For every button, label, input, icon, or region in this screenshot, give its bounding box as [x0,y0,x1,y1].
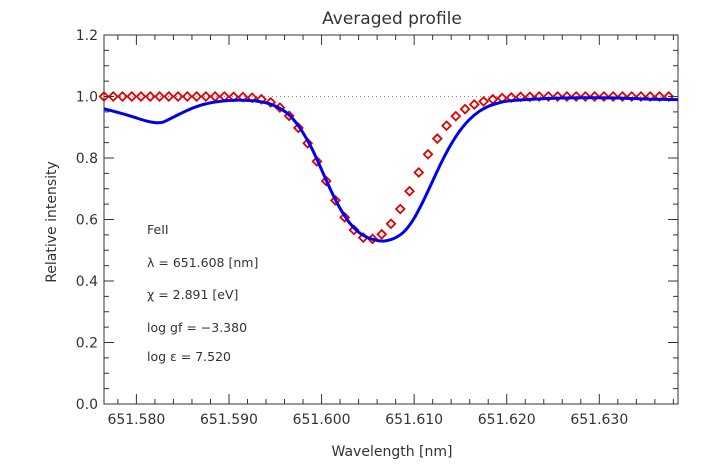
observed-point [413,166,425,178]
observed-point [385,218,397,230]
y-tick-label: 0.6 [76,213,98,229]
tick-labels: 651.580 651.590 651.600 651.610 651.620 651.6… [76,28,629,428]
observed-point [265,96,277,108]
synthetic-series [103,96,679,243]
y-axis-label: Relative intensity [44,161,60,283]
observed-point [154,91,166,102]
axis-ticks [104,34,678,405]
observed-point [172,91,184,102]
y-tick-label: 1.0 [76,90,98,106]
observed-point [191,91,203,102]
x-tick-label: 651.620 [478,412,536,428]
observed-series [98,91,675,245]
observed-point [561,91,573,102]
x-tick-label: 651.610 [385,412,443,428]
observed-point [163,91,175,102]
observed-point [329,194,341,206]
annotation-excitation: χ = 2.891 [eV] [147,287,238,302]
observed-point [570,91,582,102]
annotation-wavelength: λ = 651.608 [nm] [147,255,258,270]
observed-point [533,91,545,102]
chart-title: Averaged profile [322,9,462,29]
synthetic-profile-line [103,96,679,243]
observed-point [107,91,119,102]
annotation-loggf: log gf = −3.380 [147,320,247,335]
observed-point [450,110,462,122]
observed-point [626,91,638,102]
observed-point [579,91,591,102]
observed-point [635,91,647,102]
observed-point [135,91,147,102]
observed-point [468,99,480,110]
observed-point [302,137,314,149]
observed-point [320,175,332,187]
annotation-abundance: log ε = 7.520 [147,349,231,364]
observed-point [542,91,554,102]
observed-point [459,103,471,115]
observed-point [209,91,221,102]
observed-point [126,91,138,102]
observed-point [598,91,610,102]
y-tick-label: 0.0 [76,397,98,413]
observed-point [644,91,656,102]
observed-point [200,91,212,102]
observed-point [404,185,415,197]
x-tick-label: 651.630 [570,412,628,428]
observed-point [607,91,619,102]
observed-point [422,148,434,160]
x-tick-label: 651.590 [200,412,258,428]
observed-point [376,228,388,240]
observed-point [292,122,304,134]
observed-point [339,211,351,223]
observed-point [117,91,128,102]
x-tick-label: 651.600 [293,412,351,428]
observed-point [98,91,110,102]
x-axis-label: Wavelength [nm] [332,444,453,460]
y-tick-label: 0.8 [76,151,98,167]
observed-point [431,133,443,145]
observed-point [311,155,323,167]
observed-point [394,203,406,215]
observed-point [478,95,490,107]
y-tick-label: 0.2 [76,336,98,352]
observed-point [616,91,628,102]
x-tick-label: 651.580 [107,412,165,428]
observed-point [255,93,267,105]
observed-point [144,91,156,102]
observed-point [524,91,536,103]
observed-point [181,91,193,102]
observed-point [441,120,453,132]
line-parameters: FeII λ = 651.608 [nm] χ = 2.891 [eV] log… [147,222,258,364]
observed-point [552,91,564,102]
annotation-element: FeII [147,222,169,237]
y-tick-label: 1.2 [76,28,98,44]
observed-point [589,91,601,102]
y-tick-label: 0.4 [76,274,98,290]
